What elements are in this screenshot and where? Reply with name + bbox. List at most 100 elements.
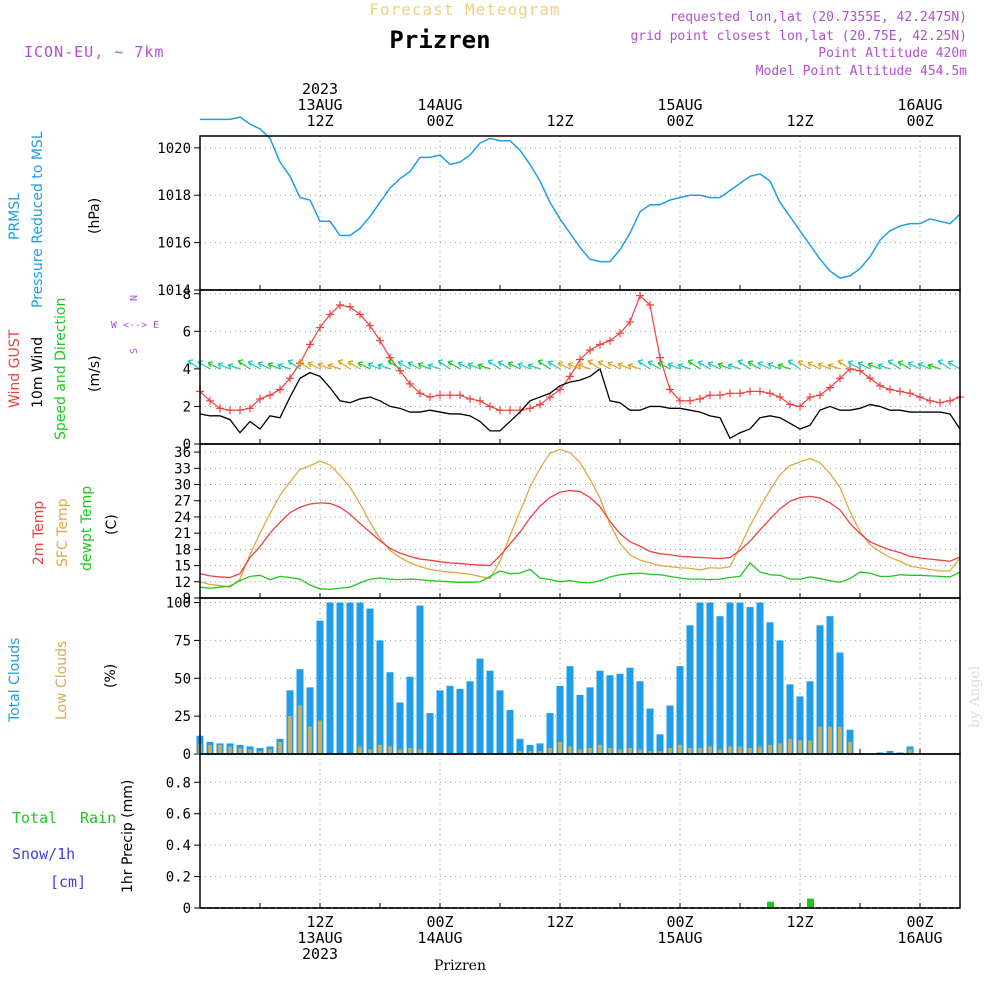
compass-we: W <--> E — [110, 320, 160, 331]
wind-direction-arrow — [207, 361, 221, 370]
wind-direction-arrow — [587, 359, 601, 370]
low-cloud-bar — [718, 749, 722, 754]
gust-point — [576, 355, 584, 364]
low-cloud-bar — [298, 705, 302, 754]
y-tick-label: 1016 — [157, 236, 191, 252]
total-cloud-bar — [526, 744, 534, 754]
total-cloud-bar — [476, 658, 484, 754]
total-cloud-bar — [506, 710, 514, 754]
gust-point — [586, 346, 594, 355]
time-axis-label: 00Z — [906, 112, 934, 130]
time-axis-label: 00Z — [426, 913, 454, 931]
gust-point — [346, 302, 354, 311]
gust-point — [276, 385, 284, 394]
low-cloud-bar — [708, 746, 712, 754]
y-tick-label: 1018 — [157, 188, 191, 204]
snow-label: Snow/1h — [12, 845, 76, 863]
total-cloud-bar — [696, 602, 704, 754]
total-cloud-bar — [346, 602, 354, 754]
total-cloud-bar — [686, 625, 694, 754]
point-altitude: Point Altitude 420m — [818, 46, 967, 61]
total-cloud-bar — [416, 605, 424, 754]
wind-direction-arrow — [887, 359, 901, 370]
low-cloud-bar — [518, 750, 522, 754]
low-cloud-bar — [538, 750, 542, 754]
total-cloud-bar — [356, 602, 364, 754]
wind-direction-arrow — [687, 359, 701, 370]
total-cloud-bar — [876, 752, 884, 754]
gust-point — [546, 393, 554, 402]
gust-point — [456, 391, 464, 400]
gust-point — [436, 391, 444, 400]
gust-point — [786, 400, 794, 409]
time-axis-label: 12Z — [546, 913, 574, 931]
wind-direction-arrow — [227, 363, 241, 370]
gust-point — [926, 396, 934, 405]
total-cloud-bar — [596, 670, 604, 754]
low-cloud-bar — [318, 720, 322, 754]
low-cloud-bar — [578, 749, 582, 754]
total-cloud-bar — [326, 602, 334, 754]
wind-direction-arrow — [287, 359, 301, 370]
low-cloud-bar — [528, 750, 532, 754]
y-tick-label: 24 — [174, 510, 191, 526]
low-cloud-bar — [278, 741, 282, 754]
total-cloud-bar — [446, 685, 454, 754]
wind-direction-arrow — [877, 363, 891, 370]
total-cloud-bar — [706, 602, 714, 754]
low-cloud-bar — [368, 749, 372, 754]
wind-direction-arrow — [317, 362, 331, 370]
temp-sfc-line — [199, 448, 961, 588]
total-cloud-bar — [716, 616, 724, 754]
y-tick-label: 0.6 — [166, 807, 191, 823]
gust-point — [206, 396, 214, 405]
time-axis-label: 16AUG — [897, 96, 943, 114]
total-cloud-bar — [566, 666, 574, 754]
total-cloud-bar — [736, 602, 744, 754]
gust-point — [316, 323, 324, 332]
wind-direction-arrow — [767, 362, 781, 370]
wind-direction-arrow — [567, 362, 581, 370]
gust-point — [766, 389, 774, 398]
total-cloud-bar — [586, 687, 594, 754]
low-cloud-bar — [628, 747, 632, 754]
wind-direction-arrow — [937, 359, 951, 370]
wind-direction-arrow — [597, 360, 611, 370]
gust-point — [856, 366, 864, 375]
total-cloud-bar — [796, 696, 804, 754]
gust-point — [616, 329, 624, 338]
low-cloud-bar — [848, 741, 852, 754]
time-axis-label: 2023 — [301, 945, 339, 963]
low-cloud-bar — [778, 743, 782, 754]
time-axis-label: 15AUG — [657, 96, 703, 114]
gust-point — [526, 404, 534, 413]
low-cloud-bar — [398, 749, 402, 754]
total-cloud-bar — [806, 681, 814, 754]
model-altitude: Model Point Altitude 454.5m — [755, 64, 967, 79]
low-cloud-bar — [668, 747, 672, 754]
wind-direction-arrow — [847, 360, 861, 370]
wind-direction-arrow — [697, 360, 711, 370]
gust-point — [326, 310, 334, 319]
wind-direction-arrow — [787, 359, 801, 370]
low-cloud-bar — [268, 749, 272, 754]
total-cloud-bar — [496, 690, 504, 754]
low-cloud-bar — [588, 747, 592, 754]
wind-direction-arrow — [647, 360, 661, 370]
gust-point — [396, 366, 404, 375]
gust-point — [266, 391, 274, 400]
low-cloud-bar — [808, 740, 812, 754]
wind-direction-arrow — [757, 361, 771, 370]
model-label: ICON-EU, ~ 7km — [24, 43, 165, 61]
wind-direction-arrow — [557, 361, 571, 370]
total-cloud-bar — [576, 694, 584, 754]
y-tick-label: 21 — [174, 526, 191, 542]
low-cloud-bar — [908, 749, 912, 754]
y-tick-label: 9 — [183, 591, 191, 607]
low-cloud-bar — [288, 716, 292, 754]
gust-point — [806, 393, 814, 402]
brand-title: Forecast Meteogram — [369, 0, 561, 19]
total-cloud-bar — [606, 675, 614, 754]
gust-point — [566, 372, 574, 381]
